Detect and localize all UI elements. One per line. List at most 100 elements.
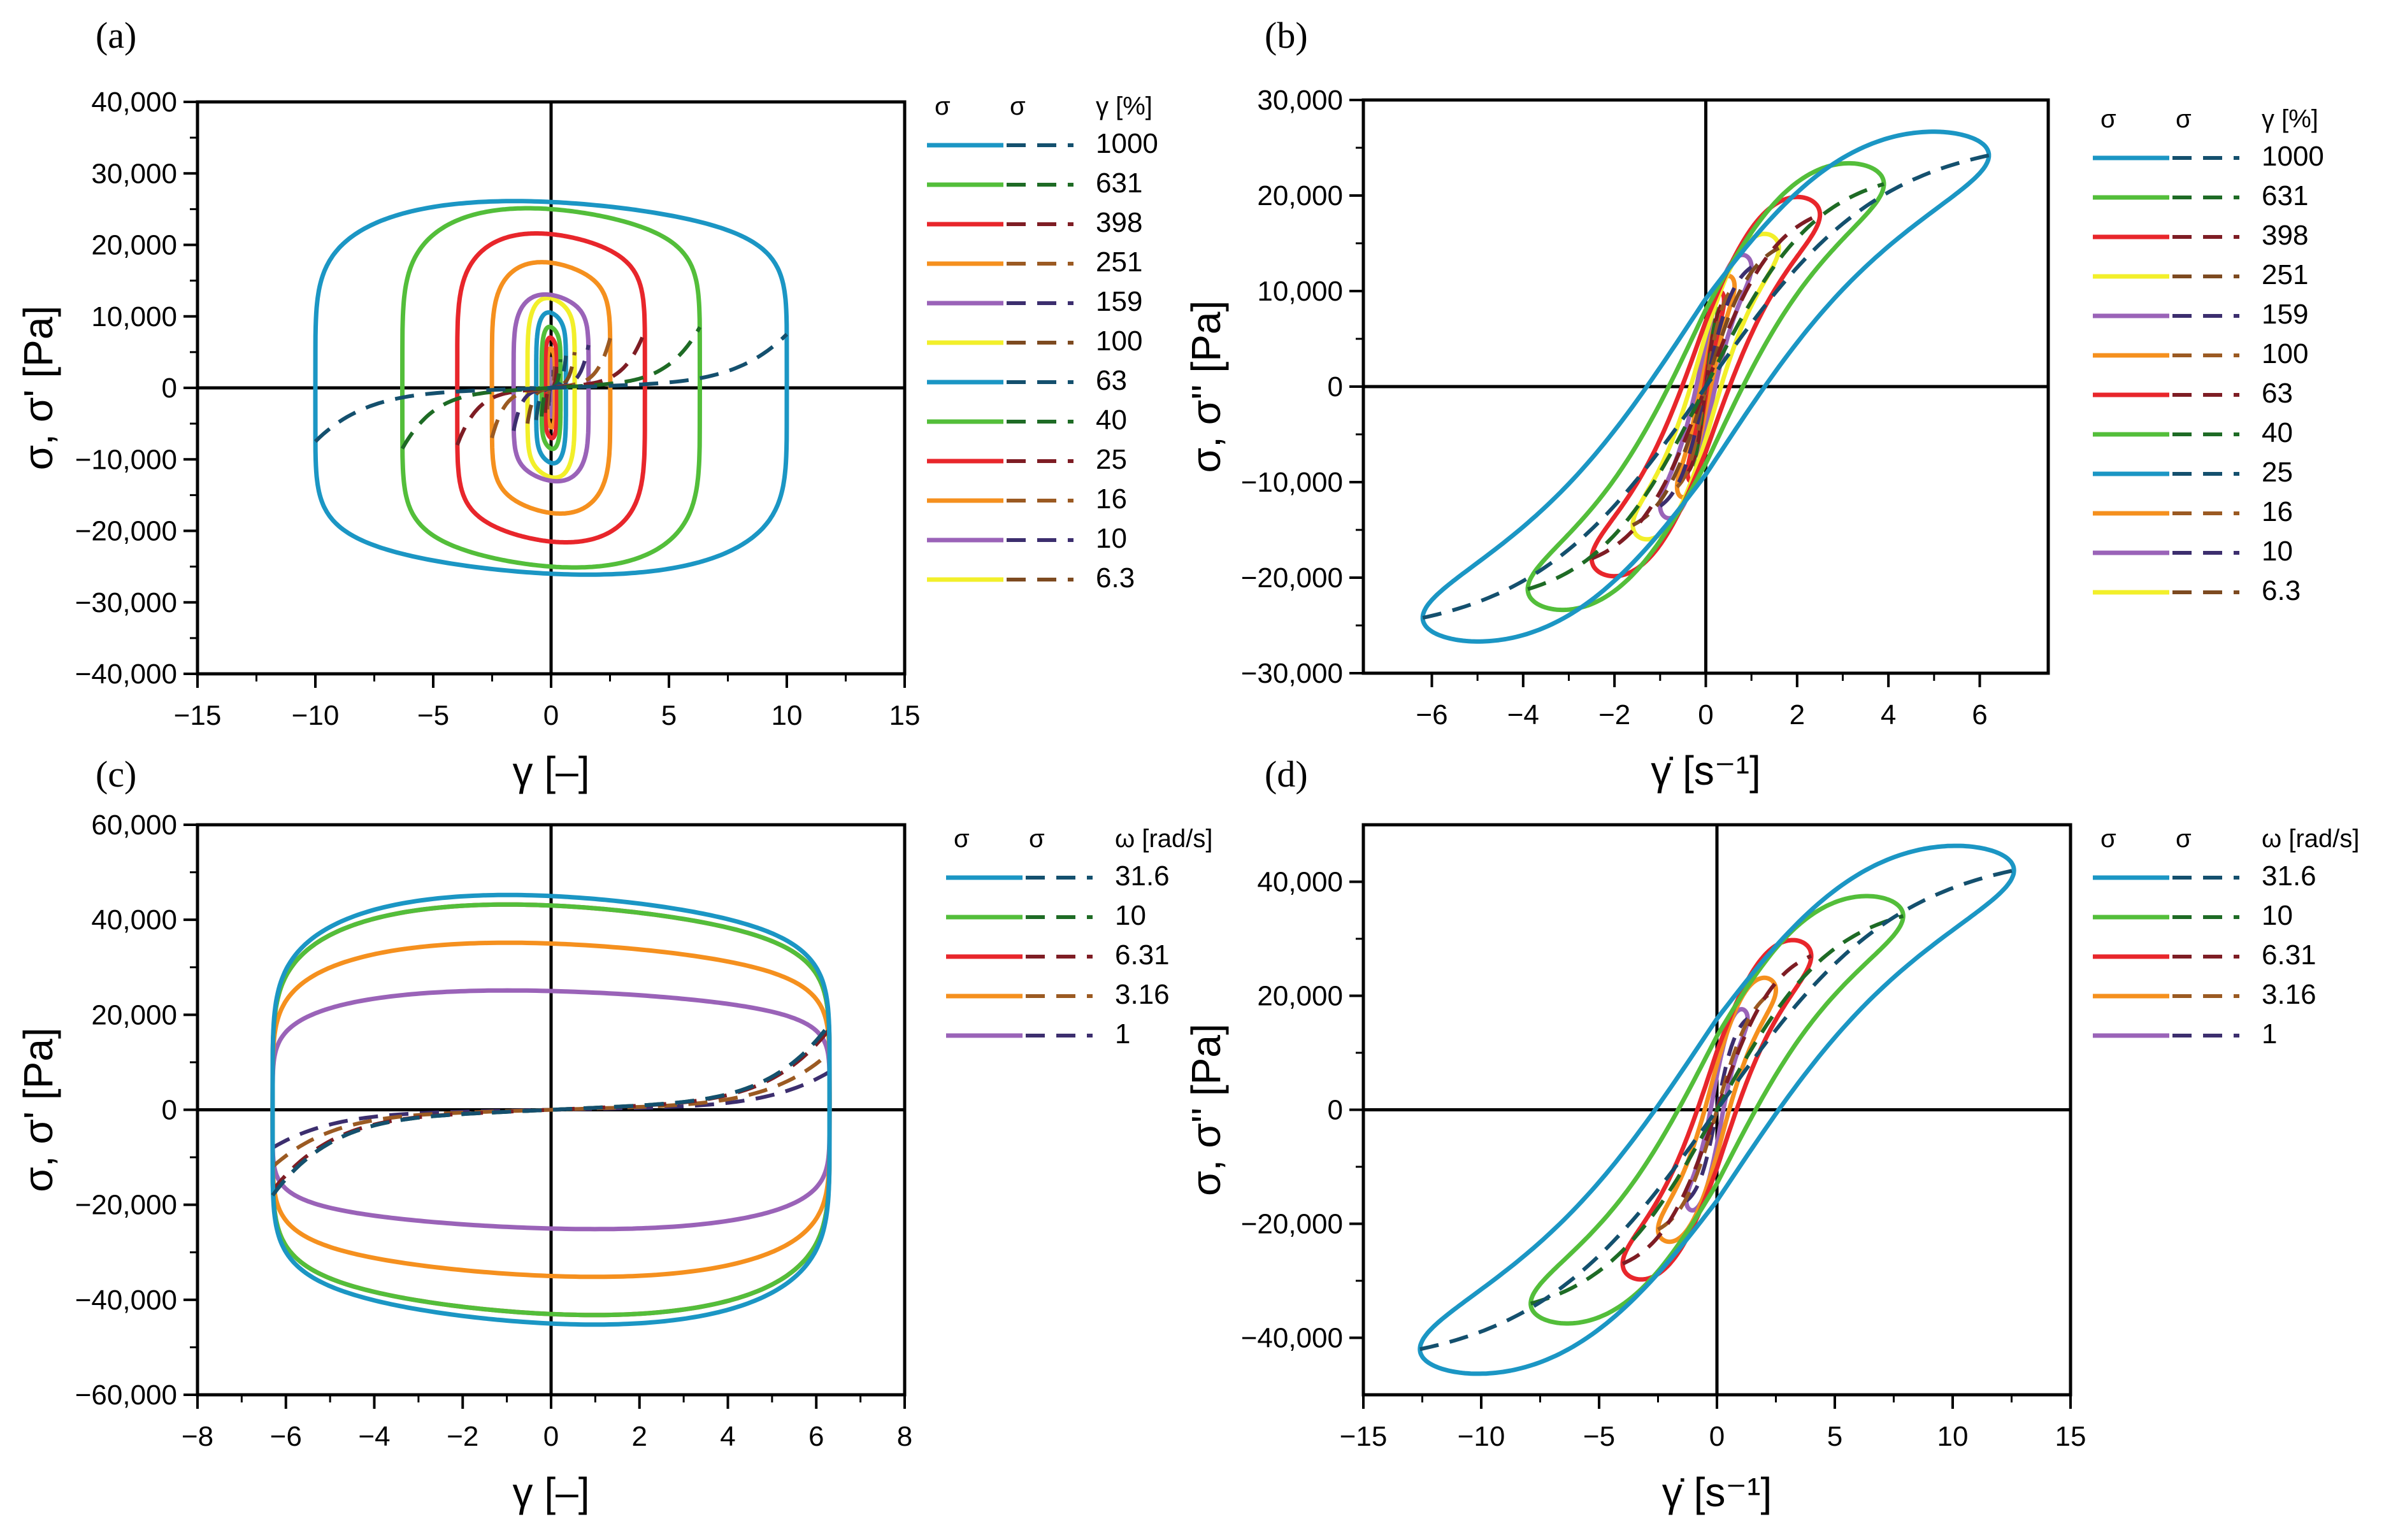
series-1-total-stress-curve [1528, 894, 1906, 1326]
x-tick-label: 6 [808, 1421, 824, 1452]
legend-label: 159 [2262, 299, 2308, 330]
panel-letter: (c) [96, 753, 136, 795]
x-tick-label: 0 [1709, 1421, 1725, 1452]
y-tick-label: 20,000 [91, 230, 177, 261]
series-8-total-stress-curve [543, 335, 559, 441]
plot-area [1418, 843, 2016, 1376]
legend-label: 63 [2262, 378, 2293, 409]
x-tick-label: −4 [1507, 699, 1539, 731]
x-tick-label: −10 [1458, 1421, 1505, 1452]
y-tick-label: −60,000 [75, 1380, 177, 1411]
series-1-total-stress-curve [1525, 160, 1886, 613]
legend-label: 6.31 [1115, 939, 1170, 971]
panel-letter: (d) [1265, 753, 1308, 795]
legend-label: 6.3 [2262, 575, 2301, 606]
y-tick-label: −30,000 [1241, 658, 1343, 689]
plot-area [313, 199, 789, 577]
panel-letter: (a) [96, 15, 136, 56]
series-6-viscous-stress-curve [1686, 299, 1726, 474]
panel-2: (b) −6 −4 −2 0 2 4 6 30,000 20,000 10,000 0 −10,000 −… [1183, 15, 2324, 794]
y-axis-label: σ, σ' [Pa] [15, 306, 61, 470]
legend-label: 631 [2262, 180, 2308, 211]
legend: σ σ ω [rad/s] 31.6 10 6.31 3.16 1 [946, 825, 1213, 1050]
y-tick-label: 60,000 [91, 809, 177, 841]
y-tick-label: 20,000 [91, 999, 177, 1030]
y-tick-label: −40,000 [75, 659, 177, 690]
x-tick-label: 5 [1827, 1421, 1842, 1452]
legend-label: 25 [2262, 457, 2293, 488]
legend-label: 1 [1115, 1018, 1130, 1050]
legend-label: 3.16 [2262, 979, 2316, 1010]
legend-label: 6.3 [1096, 562, 1135, 594]
x-tick-label: −5 [1583, 1421, 1615, 1452]
x-tick-label: −15 [1340, 1421, 1388, 1452]
series-4-total-stress-curve [270, 988, 832, 1232]
series-0-viscous-stress-curve [1422, 153, 1990, 620]
y-tick-label: −20,000 [1241, 1209, 1343, 1240]
x-tick-label: 8 [897, 1421, 912, 1452]
x-tick-label: −6 [1416, 699, 1447, 731]
legend-header-parameter: ω [rad/s] [1115, 825, 1213, 853]
legend: σ σ γ [%] 1000 631 398 251 159 100 63 40 25 16 10 6.3 [2093, 105, 2324, 606]
legend-label: 1000 [2262, 141, 2324, 172]
x-tick-label: 10 [1937, 1421, 1969, 1452]
x-axis-label: γ [–] [513, 748, 590, 794]
series-0-viscous-stress-curve [1419, 868, 2014, 1351]
legend-label: 63 [1096, 365, 1127, 396]
y-tick-label: 0 [162, 1095, 177, 1126]
series-0-elastic-stress-curve [271, 1023, 831, 1197]
legend-header-solid: σ [935, 92, 951, 120]
y-tick-label: 40,000 [91, 904, 177, 936]
x-tick-label: −6 [270, 1421, 302, 1452]
y-tick-label: −20,000 [1241, 562, 1343, 594]
x-tick-label: 15 [889, 700, 921, 731]
legend-header-parameter: ω [rad/s] [2262, 825, 2360, 853]
legend-label: 6.31 [2262, 939, 2316, 971]
x-tick-label: −15 [174, 700, 222, 731]
x-tick-label: −5 [417, 700, 449, 731]
y-axis-label: σ, σ'' [Pa] [1183, 1023, 1229, 1196]
x-tick-label: 2 [1790, 699, 1805, 731]
panel-4: (d) −15 −10 −5 0 5 10 15 40,000 20,000 0 −20,000 −40… [1183, 753, 2360, 1515]
y-tick-label: 40,000 [1257, 867, 1343, 898]
legend-header-dashed: σ [2176, 825, 2192, 853]
legend-header-dashed: σ [2176, 105, 2192, 133]
y-axis-label: σ, σ'' [Pa] [1183, 301, 1229, 473]
legend-label: 251 [2262, 259, 2308, 290]
series-0-total-stress-curve [270, 892, 832, 1327]
y-tick-label: −20,000 [75, 1190, 177, 1221]
x-axis-label: γ̇ [s⁻¹] [1651, 748, 1760, 794]
x-tick-label: −4 [358, 1421, 390, 1452]
legend-label: 100 [1096, 325, 1142, 357]
legend-header-dashed: σ [1029, 825, 1045, 853]
legend-label: 10 [1096, 523, 1127, 554]
legend-label: 631 [1096, 168, 1142, 199]
legend-header-dashed: σ [1010, 92, 1026, 120]
y-tick-label: −10,000 [75, 444, 177, 475]
legend: σ σ ω [rad/s] 31.6 10 6.31 3.16 1 [2093, 825, 2360, 1050]
series-3-elastic-stress-curve [490, 337, 612, 439]
legend-header-parameter: γ [%] [1096, 92, 1152, 120]
series-2-viscous-stress-curve [1591, 213, 1821, 560]
y-tick-label: 0 [1328, 1095, 1343, 1126]
series-4-total-stress-curve [511, 292, 591, 484]
legend-header-solid: σ [2100, 105, 2116, 133]
series-1-total-stress-curve [400, 206, 702, 570]
y-tick-label: −40,000 [1241, 1323, 1343, 1354]
legend-label: 3.16 [1115, 979, 1170, 1010]
y-tick-label: −30,000 [75, 587, 177, 618]
series-0-total-stress-curve [1420, 129, 1992, 644]
y-tick-label: 30,000 [91, 158, 177, 189]
x-tick-label: 6 [1972, 699, 1987, 731]
series-7-total-stress-curve [539, 324, 563, 452]
y-tick-label: 10,000 [91, 301, 177, 332]
legend-label: 25 [1096, 444, 1127, 475]
x-tick-label: 0 [543, 700, 559, 731]
y-tick-label: 20,000 [1257, 180, 1343, 211]
legend-label: 10 [2262, 900, 2293, 931]
x-tick-label: 2 [632, 1421, 647, 1452]
panel-3: (c) −8 −6 −4 −2 0 2 4 6 8 60,000 40,000 20,000 0 −20,0… [15, 753, 1213, 1515]
legend-label: 16 [1096, 483, 1127, 515]
series-6-total-stress-curve [534, 310, 568, 466]
legend-label: 1000 [1096, 128, 1158, 159]
